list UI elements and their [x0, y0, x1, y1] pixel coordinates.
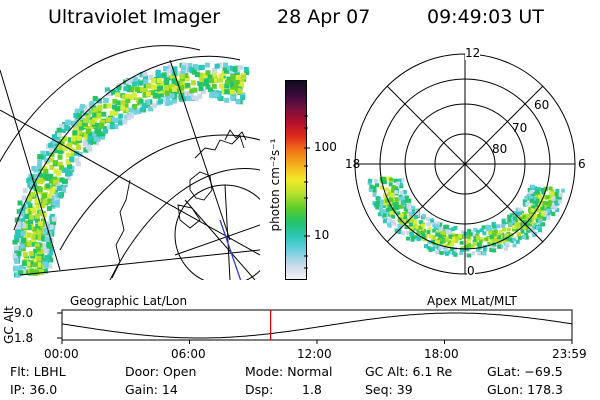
filter-status: Flt: LBHL — [10, 364, 66, 379]
gc-alt-status: GC Alt: 6.1 Re — [365, 364, 453, 379]
gain-status: Gain: 14 — [125, 382, 178, 397]
time-label: 09:49:03 UT — [427, 6, 544, 28]
mlt-label-6: 6 — [578, 157, 586, 171]
altitude-xtick-0600: 06:00 — [171, 347, 206, 361]
polar-caption: Apex MLat/MLT — [427, 294, 517, 308]
colorbar-unit-label: photon cm⁻²s⁻¹ — [268, 138, 282, 232]
mlt-label-18: 18 — [345, 157, 361, 171]
dsp-value: 1.8 — [302, 382, 322, 397]
altitude-xtick-0000: 00:00 — [44, 347, 79, 361]
mlt-label-0: 0 — [467, 264, 475, 278]
mlat-label-80: 80 — [492, 142, 508, 156]
colorbar-tick-100: 100 — [314, 140, 337, 154]
dsp-label: Dsp: — [245, 382, 274, 397]
door-status: Door: Open — [125, 364, 197, 379]
mlat-label-70: 70 — [512, 121, 528, 135]
seq-status: Seq: 39 — [365, 382, 413, 397]
altitude-ylabel: GC Alt — [2, 306, 16, 344]
mlt-label-12: 12 — [465, 46, 481, 60]
polar-plot — [354, 53, 576, 275]
altitude-xtick-1800: 18:00 — [424, 347, 459, 361]
colorbar-ticks — [304, 115, 310, 269]
altitude-ytick-low: 1.8 — [14, 331, 34, 345]
date-label: 28 Apr 07 — [277, 6, 371, 28]
aurora-emission-polar — [367, 176, 565, 258]
colorbar-tick-10: 10 — [314, 228, 330, 242]
altitude-plot — [57, 309, 573, 344]
mode-status: Mode: Normal — [245, 364, 333, 379]
altitude-xtick-1200: 12:00 — [297, 347, 332, 361]
glon-status: GLon: 178.3 — [487, 382, 563, 397]
aurora-emission-geographic — [12, 62, 250, 278]
altitude-xtick-2359: 23:59 — [552, 347, 587, 361]
instrument-title: Ultraviolet Imager — [48, 6, 221, 28]
geographic-map — [0, 45, 260, 280]
ip-status: IP: 36.0 — [10, 382, 58, 397]
geographic-caption: Geographic Lat/Lon — [70, 294, 188, 308]
altitude-ytick-high: 9.0 — [14, 306, 34, 320]
glat-status: GLat: −69.5 — [487, 364, 563, 379]
mlat-label-60: 60 — [534, 98, 550, 112]
colorbar — [285, 80, 307, 280]
